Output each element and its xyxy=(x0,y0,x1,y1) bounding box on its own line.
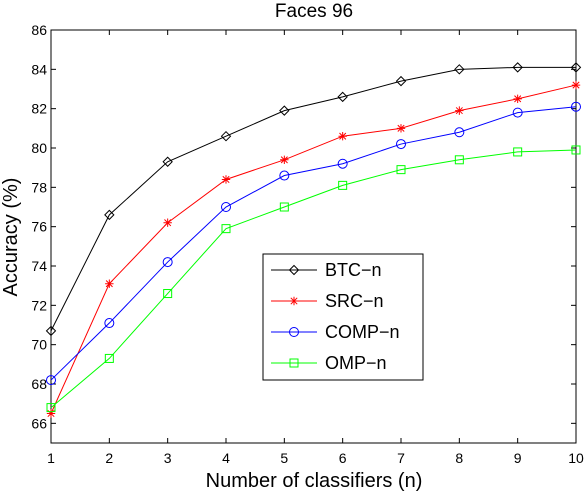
legend-entry-btc-n: BTC−n xyxy=(271,260,382,280)
series-line-btc-n xyxy=(50,66,576,332)
series-src-n xyxy=(46,80,581,418)
data-point-btc-n xyxy=(162,156,173,167)
data-point-omp-n xyxy=(454,155,464,165)
legend-marker xyxy=(289,296,299,306)
x-tick-label: 1 xyxy=(47,450,55,466)
series-omp-n xyxy=(46,145,581,413)
x-tick-label: 9 xyxy=(514,450,522,466)
data-point-src-n xyxy=(571,80,581,90)
data-point-omp-n xyxy=(104,353,114,363)
x-tick-label: 8 xyxy=(455,450,463,466)
x-tick-label: 5 xyxy=(280,450,288,466)
data-point-src-n xyxy=(396,124,406,133)
legend-entry-comp-n: COMP−n xyxy=(271,322,400,342)
data-point-btc-n xyxy=(395,75,407,87)
data-point-comp-n xyxy=(221,202,231,212)
data-point-btc-n xyxy=(512,62,523,73)
y-tick-label: 84 xyxy=(31,61,47,77)
legend-marker xyxy=(289,358,299,368)
x-tick-label: 2 xyxy=(105,450,113,466)
y-tick-label: 82 xyxy=(31,101,47,117)
data-point-src-n xyxy=(338,132,347,141)
series-line-comp-n xyxy=(50,106,577,381)
legend-label: BTC−n xyxy=(325,260,382,280)
data-point-btc-n xyxy=(220,130,232,142)
x-tick-label: 10 xyxy=(568,450,584,466)
data-point-src-n xyxy=(163,218,172,227)
data-point-comp-n xyxy=(396,139,406,150)
y-tick-label: 86 xyxy=(31,22,47,38)
data-point-omp-n xyxy=(396,165,406,175)
x-tick-label: 6 xyxy=(339,450,347,466)
series-layer xyxy=(45,62,582,418)
data-point-comp-n xyxy=(162,257,173,268)
y-tick-label: 66 xyxy=(31,415,47,431)
data-point-src-n xyxy=(221,175,231,184)
data-point-comp-n xyxy=(279,170,290,181)
y-tick-label: 76 xyxy=(31,219,47,235)
data-point-src-n xyxy=(280,155,289,164)
legend-entry-omp-n: OMP−n xyxy=(271,353,387,373)
data-point-comp-n xyxy=(454,127,465,138)
data-point-omp-n xyxy=(571,145,581,155)
x-tick-label: 7 xyxy=(397,450,405,466)
plot-area xyxy=(50,29,577,444)
data-point-omp-n xyxy=(221,224,231,234)
y-tick-label: 74 xyxy=(31,258,47,274)
data-point-comp-n xyxy=(46,375,56,386)
chart-title: Faces 96 xyxy=(275,1,353,22)
data-point-omp-n xyxy=(338,180,348,190)
data-point-src-n xyxy=(105,279,114,288)
data-point-omp-n xyxy=(46,403,56,413)
data-point-comp-n xyxy=(512,107,523,118)
data-point-btc-n xyxy=(279,105,290,116)
series-comp-n xyxy=(46,101,581,386)
legend-label: OMP−n xyxy=(325,353,387,373)
x-tick-label: 4 xyxy=(222,450,230,466)
y-axis-label: Accuracy (%) xyxy=(0,178,22,297)
data-point-btc-n xyxy=(570,62,582,73)
data-point-src-n xyxy=(513,94,522,104)
data-point-omp-n xyxy=(279,202,289,212)
x-axis-label: Number of classifiers (n) xyxy=(206,470,423,492)
plot-frame xyxy=(50,29,577,444)
legend-marker xyxy=(289,327,299,337)
data-point-comp-n xyxy=(337,158,348,169)
legend-label: SRC−n xyxy=(325,291,384,311)
data-point-omp-n xyxy=(513,147,523,157)
series-btc-n xyxy=(45,62,582,337)
y-tick-label: 80 xyxy=(31,140,47,156)
y-tick-label: 68 xyxy=(31,376,47,392)
data-point-src-n xyxy=(46,409,56,418)
data-point-btc-n xyxy=(45,325,57,337)
legend-marker xyxy=(288,264,300,276)
data-point-btc-n xyxy=(337,91,348,103)
series-line-omp-n xyxy=(50,149,577,408)
legend-label: COMP−n xyxy=(325,322,400,342)
data-point-comp-n xyxy=(571,101,581,112)
data-point-btc-n xyxy=(454,64,465,75)
data-point-omp-n xyxy=(163,289,173,299)
y-tick-label: 78 xyxy=(31,179,47,195)
x-tick-label: 3 xyxy=(164,450,172,466)
data-point-comp-n xyxy=(104,318,115,329)
series-line-src-n xyxy=(50,84,577,414)
legend-entry-src-n: SRC−n xyxy=(271,291,384,311)
y-tick-label: 72 xyxy=(31,297,47,313)
data-point-btc-n xyxy=(104,209,115,221)
legend: BTC−n SRC−n COMP−n OMP−n xyxy=(262,253,424,381)
y-tick-label: 70 xyxy=(31,337,47,353)
data-point-src-n xyxy=(455,106,464,115)
